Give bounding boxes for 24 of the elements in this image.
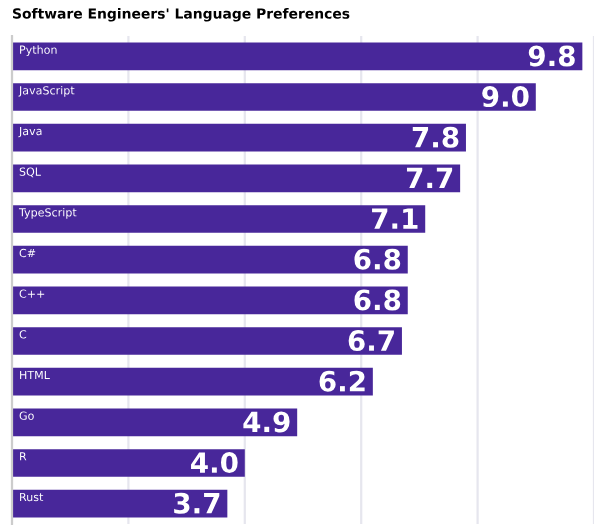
bar [12,205,426,233]
data-label: 7.7 [406,167,453,189]
bar [12,245,408,274]
bar [12,164,461,193]
data-label: 4.9 [243,411,290,433]
data-label: 6.7 [348,330,394,352]
data-label: 9.8 [528,45,575,67]
bar [12,449,245,477]
bar [12,408,298,437]
data-label: 3.7 [174,492,220,514]
bar [12,123,466,152]
bar [12,286,408,315]
data-label: 7.1 [372,208,418,229]
bar [12,489,228,518]
data-label: 9.0 [482,86,529,108]
data-label: 4.0 [191,452,238,474]
bar [12,83,536,111]
bar [12,367,373,396]
bar [12,42,583,71]
data-label: 6.2 [319,370,365,392]
bar [12,327,402,355]
data-label: 6.8 [354,248,401,270]
data-label: 6.8 [354,289,401,311]
data-label: 7.8 [412,126,459,148]
